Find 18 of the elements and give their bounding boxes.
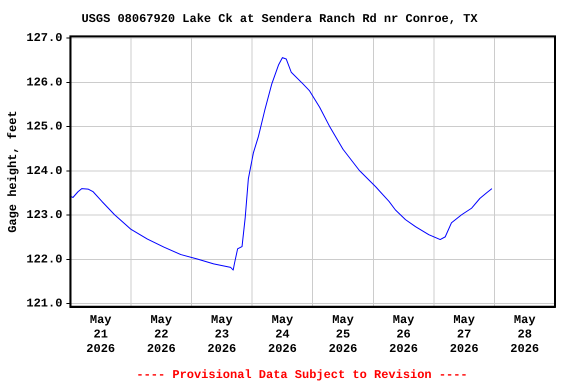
y-axis-title: Gage height, feet bbox=[6, 110, 20, 233]
x-tick-label: May 28 2026 bbox=[510, 313, 540, 356]
x-tick-label: May 26 2026 bbox=[389, 313, 418, 356]
y-tick-label: 126.0 bbox=[26, 75, 62, 90]
x-tick-label: May 27 2026 bbox=[450, 313, 479, 356]
y-tick-label: 124.0 bbox=[26, 164, 62, 178]
x-tick-label: May 23 2026 bbox=[207, 313, 236, 356]
x-tick-label: May 25 2026 bbox=[328, 313, 358, 356]
y-tick-label: 127.0 bbox=[26, 31, 62, 46]
y-tick-label: 122.0 bbox=[26, 252, 62, 266]
y-tick-label: 123.0 bbox=[26, 208, 62, 222]
y-tick-label: 121.0 bbox=[26, 296, 62, 311]
chart-title: USGS 08067920 Lake Ck at Sendera Ranch Rd nr Conroe, TX bbox=[81, 12, 478, 26]
text: ---- Provisional Data Subject to Revision ---- bbox=[136, 368, 468, 382]
x-tick-label: May 21 2026 bbox=[86, 313, 116, 356]
x-tick-label: May 24 2026 bbox=[268, 313, 297, 356]
x-tick-label: May 22 2026 bbox=[146, 313, 176, 356]
y-tick-label: 125.0 bbox=[26, 120, 62, 134]
